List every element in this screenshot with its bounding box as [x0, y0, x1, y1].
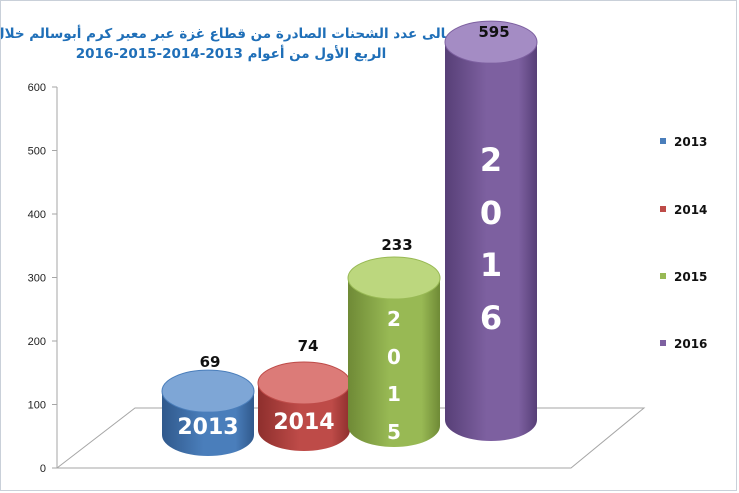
bar-top-2013 — [161, 369, 255, 413]
bar-2013: 2013 — [161, 369, 255, 456]
legend: 2013 2014 2015 2016 — [660, 135, 707, 351]
y-tick-label: 500 — [28, 146, 46, 158]
data-label-2015: 233 — [381, 236, 412, 254]
legend-item-2015: 2015 — [660, 270, 707, 284]
bar-top-2015 — [347, 256, 441, 300]
bar-body-2015 — [348, 278, 440, 447]
bar-text-2013: 2013 — [177, 415, 238, 440]
bar-body-2016 — [445, 42, 537, 442]
legend-swatch — [660, 273, 666, 279]
y-tick-label: 400 — [28, 209, 46, 221]
y-tick-label: 100 — [28, 400, 46, 412]
data-labels-group: 69 74 233 595 — [200, 23, 510, 371]
y-axis: 0 100 200 300 400 500 600 — [28, 82, 58, 475]
bar-body-2013 — [162, 391, 254, 456]
legend-label: 2016 — [674, 337, 707, 351]
bar-2014: 2014 — [257, 361, 351, 451]
y-tick-label: 200 — [28, 336, 46, 348]
legend-swatch — [660, 340, 666, 346]
data-label-2014: 74 — [298, 337, 319, 355]
y-tick-label: 300 — [28, 273, 46, 285]
bar-top-2016 — [444, 20, 538, 64]
legend-label: 2014 — [674, 203, 707, 217]
data-label-2016: 595 — [478, 23, 509, 41]
legend-item-2016: 2016 — [660, 337, 707, 351]
bar-top-2014 — [257, 361, 351, 405]
chart-title-line-1: إجمالى عدد الشحنات الصادرة من قطاع غزة ع… — [1, 25, 469, 42]
legend-swatch — [660, 206, 666, 212]
legend-label: 2015 — [674, 270, 707, 284]
legend-label: 2013 — [674, 135, 707, 149]
y-tick-label: 0 — [40, 463, 46, 475]
data-label-2013: 69 — [200, 353, 221, 371]
bars-group: 2013 2014 2 0 1 5 2 0 1 6 — [161, 20, 538, 456]
legend-item-2013: 2013 — [660, 135, 707, 149]
bar-text-2014: 2014 — [273, 410, 334, 435]
bar-body-2014 — [258, 383, 350, 451]
legend-swatch — [660, 138, 666, 144]
chart-title-group: إجمالى عدد الشحنات الصادرة من قطاع غزة ع… — [1, 25, 469, 62]
y-tick-label: 600 — [28, 82, 46, 94]
legend-item-2014: 2014 — [660, 203, 707, 217]
chart-title-line-2: الربع الأول من أعوام 2013-2014-2015-2016 — [76, 45, 386, 62]
